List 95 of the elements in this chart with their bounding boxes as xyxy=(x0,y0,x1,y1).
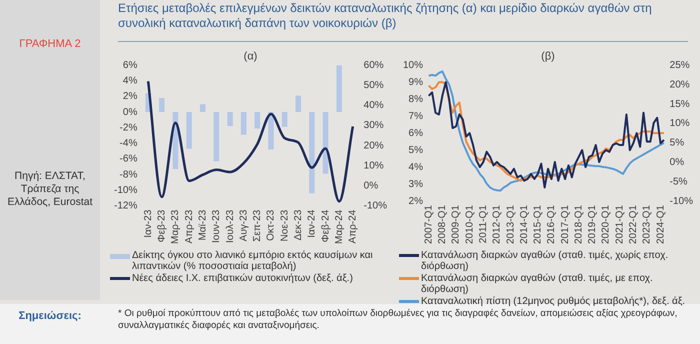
x-tick-label: 2007-Q1 xyxy=(423,204,434,244)
bar xyxy=(309,112,315,194)
y-tick-label: 5% xyxy=(408,144,424,156)
legend-label: Νέες άδειες Ι.Χ. επιβατικών αυτοκινήτων (δεξ. άξ.) xyxy=(132,273,353,284)
y2-tick-label: 15% xyxy=(670,98,690,110)
y-tick-label: 2% xyxy=(122,91,138,102)
y2-tick-label: 60% xyxy=(364,60,384,71)
x-tick-label: 2013-Q1 xyxy=(505,204,516,244)
y-tick-label: 0% xyxy=(122,106,138,118)
x-tick-label: Φεβ-24 xyxy=(320,209,332,242)
x-tick-label: Ιαν-24 xyxy=(306,209,318,238)
x-tick-label: Φεβ-23 xyxy=(156,209,168,242)
text: Πηγή: ΕΛΣΤΑΤ, Τράπεζα της Ελλάδος, Eurostat xyxy=(6,170,94,209)
x-tick-label: 2018-Q1 xyxy=(573,204,584,244)
chart-title: (β) xyxy=(541,50,555,63)
legend-label: Κατανάλωση διαρκών αγαθών (σταθ. τιμές, με εποχ. διόρθωση) xyxy=(421,273,654,295)
y2-tick-label: 10% xyxy=(670,118,690,130)
y2-tick-label: -5% xyxy=(670,176,688,188)
x-tick-label: 2021-Q1 xyxy=(614,204,626,244)
y-tick-label: -6% xyxy=(120,154,138,165)
y-tick-label: 4% xyxy=(408,162,424,173)
y-tick-label: 6% xyxy=(408,128,424,139)
legend-label: Κατανάλωση διαρκών αγαθών (σταθ. τιμές, χωρίς εποχ. διόρθωση) xyxy=(421,250,670,272)
x-tick-label: Σεπ-23 xyxy=(252,209,264,242)
x-tick-label: Νοε-23 xyxy=(279,209,290,242)
y-tick-label: -8% xyxy=(120,169,138,180)
y-tick-label: 10% xyxy=(403,60,424,71)
y2-tick-label: 10% xyxy=(364,160,384,172)
x-tick-label: 2017-Q1 xyxy=(560,204,571,244)
x-tick-label: 2010-Q1 xyxy=(464,204,476,244)
x-tick-label: Μαϊ-23 xyxy=(197,209,208,241)
x-tick-label: 2024-Q1 xyxy=(655,204,666,244)
y2-tick-label: -10% xyxy=(670,196,694,207)
bar xyxy=(240,112,246,135)
bar xyxy=(186,112,192,149)
y-tick-label: 9% xyxy=(408,76,424,88)
x-tick-label: Δεκ-23 xyxy=(293,209,304,240)
bar xyxy=(336,65,342,112)
x-tick-label: 2011-Q1 xyxy=(478,204,490,244)
y2-tick-label: 30% xyxy=(364,120,384,132)
bar xyxy=(282,112,288,127)
bar xyxy=(214,112,220,162)
legend-label: Δείκτης όγκου στο λιανικό εμπόριο εκτός καυσίμων και λιπαντικών (% ποσοστιαία μεταβολή) xyxy=(132,250,374,272)
y-tick-label: 7% xyxy=(408,110,424,122)
x-tick-label: 2022-Q1 xyxy=(628,204,640,244)
y2-tick-label: 40% xyxy=(364,100,384,112)
x-tick-label: 2023-Q1 xyxy=(642,204,653,244)
x-tick-label: Ιουν-23 xyxy=(211,209,222,244)
y-tick-label: -12% xyxy=(114,200,138,212)
bar xyxy=(200,104,206,112)
x-tick-label: Ιαν-23 xyxy=(142,209,154,238)
text: Ετήσιες μεταβολές επιλεγμένων δεικτών καταναλωτικής ζήτησης (α) και μερίδιο διαρκών αγαθών στη συνολική καταναλωτική δαπάνη των νοικοκυριών (β) xyxy=(118,1,653,31)
x-tick-label: Μαρ-24 xyxy=(334,209,345,244)
y-tick-label: 2% xyxy=(408,196,424,207)
x-tick-label: Αυγ-23 xyxy=(238,209,250,242)
y2-tick-label: 0% xyxy=(364,180,378,192)
x-tick-label: 2015-Q1 xyxy=(532,204,544,244)
x-tick-label: 2008-Q1 xyxy=(437,204,448,244)
y-tick-label: -10% xyxy=(114,184,138,196)
y2-tick-label: 50% xyxy=(364,80,384,92)
x-tick-label: 2020-Q1 xyxy=(600,204,612,244)
bar xyxy=(159,98,165,112)
y2-tick-label: 0% xyxy=(670,157,684,168)
bar xyxy=(322,112,328,174)
legend-label: Καταναλωτική πίστη (12μηνος ρυθμός μεταβολής*), δεξ. άξ. xyxy=(421,296,686,307)
y2-tick-label: 20% xyxy=(670,79,690,90)
y-tick-label: 4% xyxy=(122,76,138,87)
y2-tick-label: 5% xyxy=(670,138,684,149)
bar xyxy=(254,112,260,128)
x-tick-label: Ιουλ-23 xyxy=(224,209,236,244)
text: Σημειώσεις: xyxy=(18,310,82,322)
y2-tick-label: -10% xyxy=(364,200,388,212)
chart-title: (α) xyxy=(244,50,258,63)
text: * Οι ρυθμοί προκύπτουν από τις μεταβολές των υπολοίπων διορθωμένες για τις διαγραφές δανείων, απομειώσεις αξίας χρεογράφων, συναλλαγματικές διαφορές και αναταξινομήσεις. xyxy=(118,308,678,332)
x-tick-label: Απρ-23 xyxy=(184,209,195,244)
x-tick-label: Μαρ-23 xyxy=(170,209,182,244)
x-tick-label: Απρ-24 xyxy=(348,209,359,244)
y-tick-label: -4% xyxy=(120,138,138,150)
x-tick-label: 2019-Q1 xyxy=(587,204,598,244)
text: ΓΡΑΦΗΜΑ 2 xyxy=(18,38,82,50)
x-tick-label: 2012-Q1 xyxy=(492,204,503,244)
x-tick-label: 2014-Q1 xyxy=(518,204,530,244)
y-tick-label: -2% xyxy=(120,122,138,134)
x-tick-label: Οκτ-23 xyxy=(266,209,277,241)
bar xyxy=(268,112,274,150)
y2-tick-label: 20% xyxy=(364,140,384,152)
bar xyxy=(295,96,302,112)
bar xyxy=(227,112,233,126)
x-tick-label: 2009-Q1 xyxy=(450,204,462,244)
y-tick-label: 6% xyxy=(122,60,138,71)
y-tick-label: 8% xyxy=(408,94,424,105)
y2-tick-label: 25% xyxy=(670,60,690,71)
line-series xyxy=(146,80,354,203)
y-tick-label: 3% xyxy=(408,178,424,190)
x-tick-label: 2016-Q1 xyxy=(546,204,558,244)
